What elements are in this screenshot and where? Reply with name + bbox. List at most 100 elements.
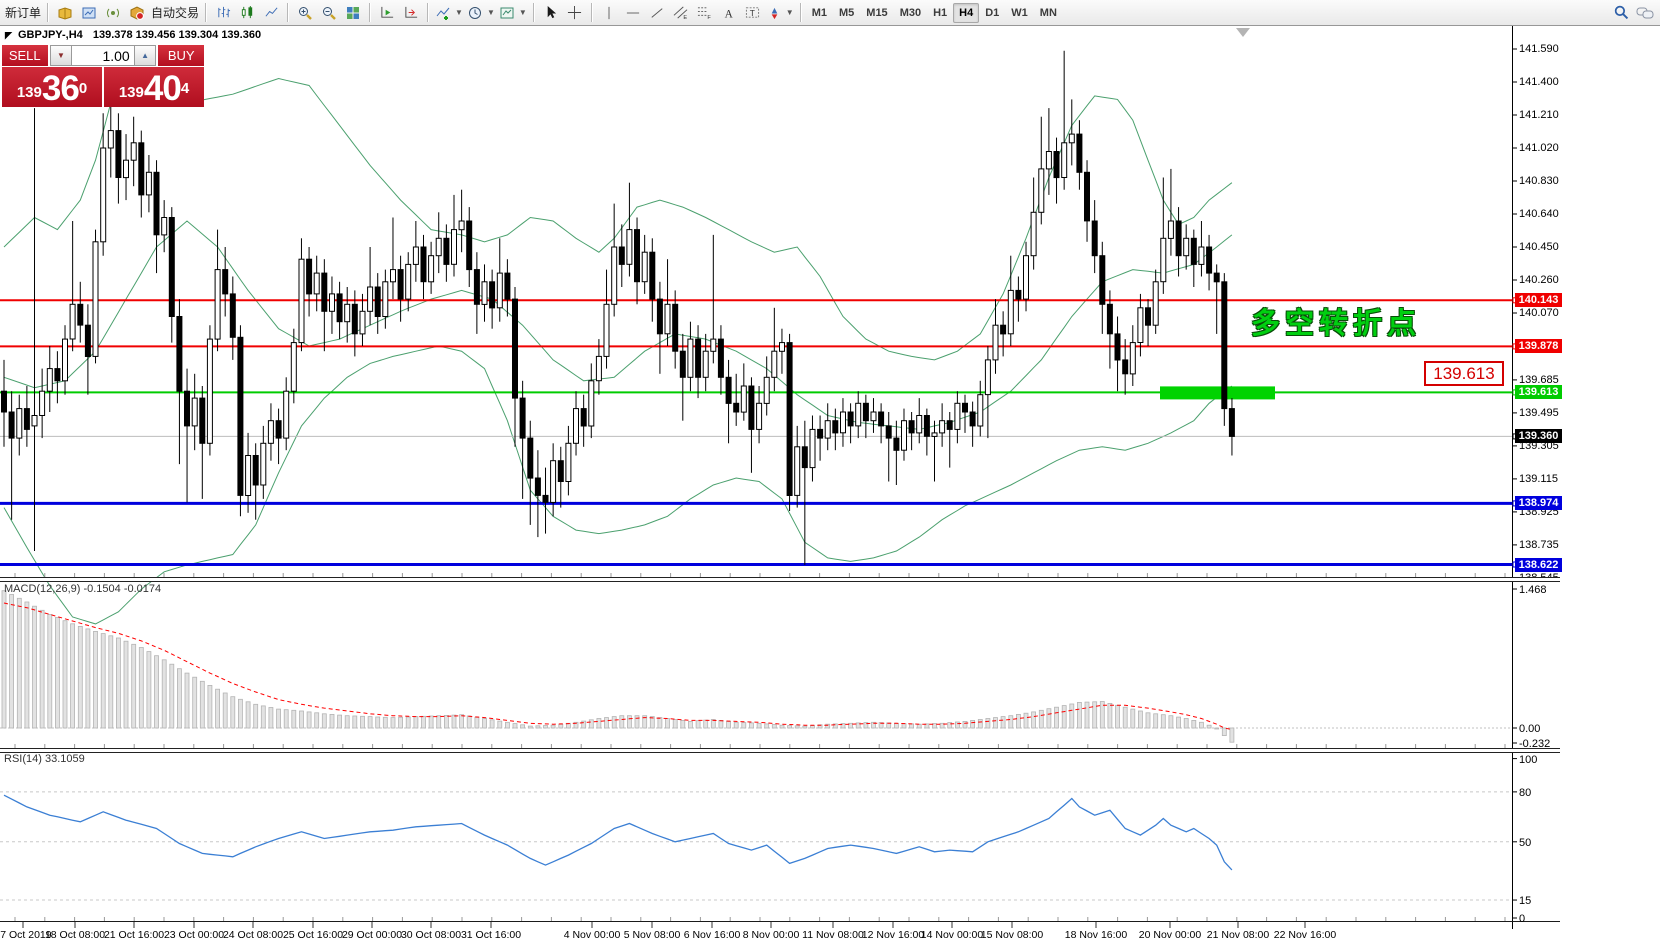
- buy-price-main: 40: [143, 69, 182, 108]
- buy-price-sup: 4: [180, 80, 190, 97]
- toolbar-separator: [532, 3, 535, 22]
- volume-decrease-button[interactable]: ▼: [49, 45, 73, 66]
- horizontal-line-icon[interactable]: [621, 2, 645, 24]
- toolbar-separator: [799, 3, 802, 22]
- macd-tick-label: 1.468: [1519, 584, 1547, 596]
- rsi-tick-label: 100: [1519, 753, 1538, 766]
- market-watch-icon[interactable]: [77, 2, 101, 24]
- autotrade-icon[interactable]: [125, 2, 149, 24]
- text-label-icon[interactable]: T: [741, 2, 765, 24]
- price-tick-label: 141.590: [1519, 43, 1559, 55]
- time-axis-label: 29 Oct 00:00: [341, 929, 403, 941]
- time-axis-label: 22 Nov 16:00: [1273, 929, 1337, 941]
- price-level-label: 139.878: [1515, 339, 1562, 354]
- search-icon[interactable]: [1609, 2, 1633, 24]
- periods-icon[interactable]: ▼: [465, 2, 497, 24]
- indicators-icon[interactable]: ▼: [433, 2, 465, 24]
- crosshair-icon[interactable]: [563, 2, 587, 24]
- timeframe-button-mn[interactable]: MN: [1039, 6, 1057, 19]
- chart-marker-icon: ◤: [5, 30, 12, 40]
- macd-panel-separator[interactable]: [0, 577, 1560, 582]
- chat-icon[interactable]: [1633, 2, 1657, 24]
- zoom-out-icon[interactable]: [317, 2, 341, 24]
- time-axis-label: 25 Oct 16:00: [282, 929, 344, 941]
- zoom-in-icon[interactable]: [293, 2, 317, 24]
- price-tick-label: 140.070: [1519, 307, 1559, 320]
- history-book-icon[interactable]: [53, 2, 77, 24]
- toolbar-separator: [47, 3, 50, 22]
- candlestick-series: [1, 50, 1235, 565]
- rsi-tick-label: 50: [1519, 836, 1532, 849]
- toolbar-separator: [287, 3, 290, 22]
- candles-chart-icon[interactable]: [235, 2, 259, 24]
- vertical-line-icon[interactable]: [597, 2, 621, 24]
- buy-price-prefix: 139: [118, 84, 144, 101]
- price-callout-label[interactable]: 139.613: [1424, 361, 1504, 386]
- volume-input[interactable]: 1.00: [72, 45, 134, 66]
- rsi-panel-separator[interactable]: [0, 748, 1560, 753]
- sell-price-button[interactable]: 139 36 0: [2, 67, 102, 107]
- price-tick-label: 141.210: [1519, 109, 1559, 121]
- ohlc-quotes-label: 139.378 139.456 139.304 139.360: [92, 29, 262, 41]
- arrows-icon[interactable]: ▼: [765, 2, 796, 24]
- highlight-zone-bar[interactable]: [1160, 386, 1275, 400]
- toolbar-separator: [369, 3, 372, 22]
- timeframe-button-d1[interactable]: D1: [985, 6, 1000, 19]
- templates-icon[interactable]: ▼: [497, 2, 529, 24]
- time-axis-label: 15 Nov 08:00: [980, 929, 1044, 941]
- rsi-tick-label: 0: [1519, 913, 1526, 925]
- fibonacci-icon[interactable]: F: [693, 2, 717, 24]
- chart-title: ◤ GBPJPY-,H4 139.378 139.456 139.304 139…: [5, 29, 261, 41]
- timeframe-button-m1[interactable]: M1: [811, 6, 827, 19]
- line-chart-icon[interactable]: [259, 2, 283, 24]
- time-axis-label: 21 Nov 08:00: [1206, 929, 1270, 941]
- level-lines: [0, 299, 1512, 566]
- rsi-tick-label: 15: [1519, 895, 1532, 908]
- new-order-button[interactable]: 新订单: [5, 6, 42, 20]
- chart-shift-icon[interactable]: [375, 2, 399, 24]
- trade-panel-header: SELL ▼ 1.00 ▲ BUY: [2, 45, 204, 66]
- signal-icon[interactable]: [101, 2, 125, 24]
- svg-text:T: T: [750, 8, 755, 18]
- auto-trading-button[interactable]: 自动交易: [151, 6, 200, 20]
- tile-windows-icon[interactable]: [341, 2, 365, 24]
- timeframe-button-h1[interactable]: H1: [933, 6, 948, 19]
- time-axis-label: 5 Nov 08:00: [623, 929, 681, 941]
- text-icon[interactable]: A: [717, 2, 741, 24]
- macd-panel: [0, 590, 1512, 743]
- price-tick-label: 139.495: [1519, 406, 1559, 419]
- price-level-label: 138.622: [1515, 557, 1562, 572]
- trendline-icon[interactable]: [645, 2, 669, 24]
- svg-text:E: E: [684, 15, 688, 20]
- sell-button[interactable]: SELL: [2, 45, 48, 66]
- macd-tick-label: 0.00: [1519, 723, 1541, 735]
- timeframe-button-w1[interactable]: W1: [1011, 6, 1028, 19]
- channel-icon[interactable]: E: [669, 2, 693, 24]
- price-level-label: 139.360: [1515, 429, 1562, 444]
- sell-price-main: 36: [41, 69, 80, 108]
- chart-annotation-text: 多空转折点: [1251, 308, 1422, 340]
- time-axis-label: 24 Oct 08:00: [222, 929, 284, 941]
- auto-scroll-icon[interactable]: [399, 2, 423, 24]
- time-axis-label: 18 Nov 16:00: [1064, 929, 1128, 941]
- rsi-panel: [0, 791, 1512, 901]
- timeframe-button-m15[interactable]: M15: [866, 6, 888, 19]
- bollinger-bands: [3, 77, 1233, 625]
- bars-chart-icon[interactable]: [211, 2, 235, 24]
- price-tick-label: 141.020: [1519, 142, 1559, 154]
- timeframe-button-m5[interactable]: M5: [839, 6, 855, 19]
- timeframe-button-h4[interactable]: H4: [953, 2, 980, 23]
- time-axis-label: 21 Oct 16:00: [103, 929, 165, 941]
- buy-button[interactable]: BUY: [158, 45, 204, 66]
- rsi-indicator-label: RSI(14) 33.1059: [4, 753, 85, 765]
- timeframe-button-m30[interactable]: M30: [899, 6, 922, 19]
- buy-price-button[interactable]: 139 40 4: [104, 67, 204, 107]
- sell-price-sup: 0: [78, 80, 88, 97]
- volume-increase-button[interactable]: ▲: [133, 45, 157, 66]
- cursor-icon[interactable]: [539, 2, 563, 24]
- price-tick-label: 139.685: [1519, 373, 1559, 386]
- time-axis-label: 14 Nov 00:00: [920, 929, 984, 941]
- chart-shift-marker-icon: [1236, 28, 1250, 37]
